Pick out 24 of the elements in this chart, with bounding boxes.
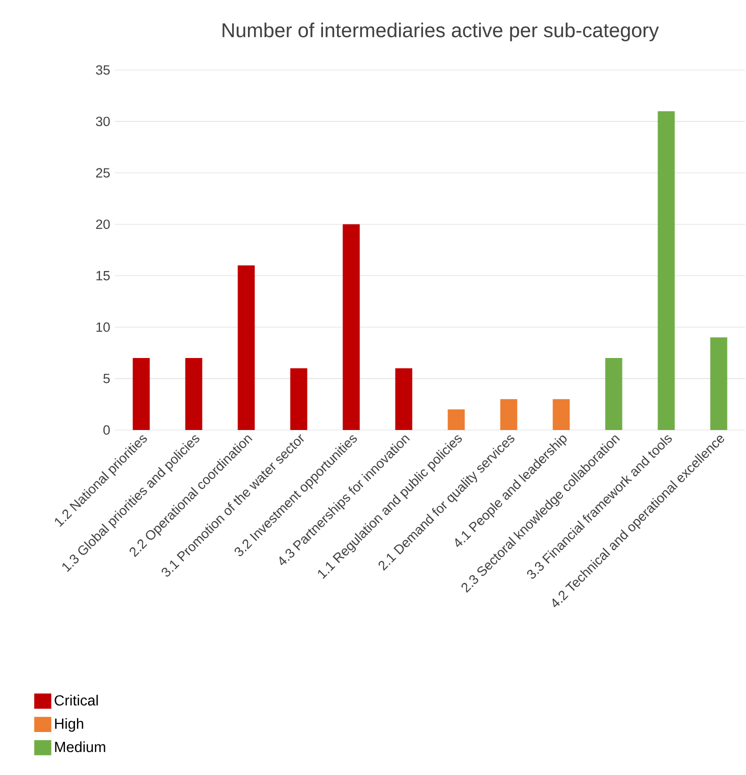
bar xyxy=(448,409,465,430)
y-tick-label: 5 xyxy=(103,374,110,384)
bar xyxy=(395,368,412,430)
legend-label: High xyxy=(55,718,84,732)
y-tick-label: 30 xyxy=(96,116,110,126)
bar xyxy=(710,337,728,430)
bar xyxy=(290,368,308,430)
y-tick-label: 10 xyxy=(96,322,110,332)
bar xyxy=(658,111,675,430)
bar xyxy=(132,358,150,430)
bar xyxy=(342,224,360,430)
y-tick-label: 20 xyxy=(96,220,110,230)
legend-label: Medium xyxy=(55,741,106,752)
bar xyxy=(238,265,255,430)
bar xyxy=(185,358,202,430)
legend-label: Critical xyxy=(54,694,98,706)
bar xyxy=(500,399,518,430)
y-tick-label: 0 xyxy=(103,425,110,435)
y-tick-label: 25 xyxy=(96,168,110,178)
y-tick-label: 15 xyxy=(96,271,110,280)
bar xyxy=(552,399,570,430)
bar xyxy=(605,358,622,430)
y-tick-label: 35 xyxy=(96,65,110,75)
chart-title: Number of intermediaries active per sub-category xyxy=(222,22,659,42)
